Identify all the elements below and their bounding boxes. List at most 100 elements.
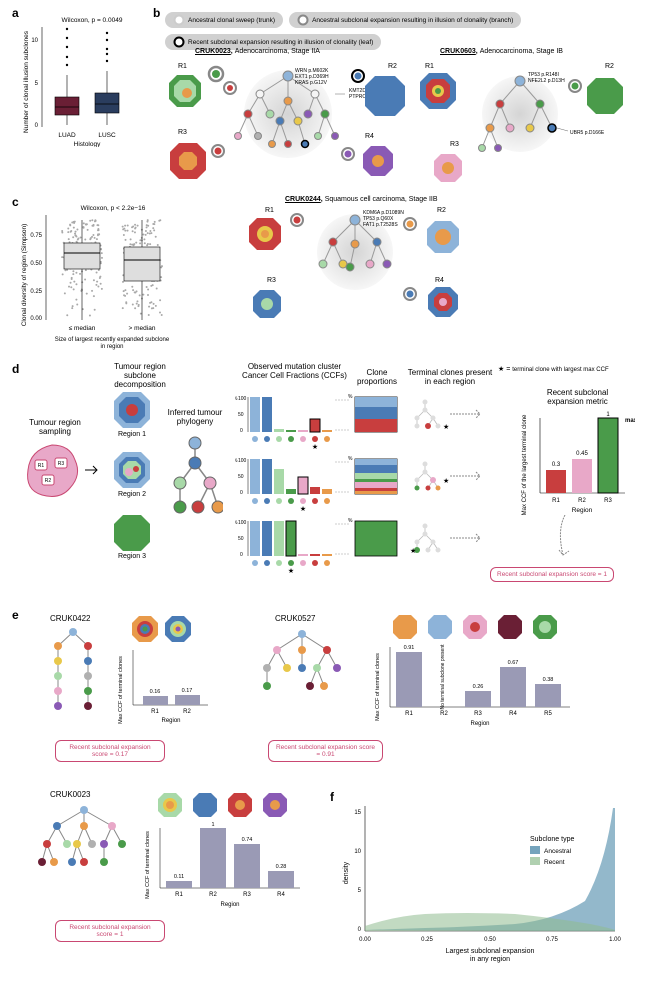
svg-text:15: 15 (354, 810, 361, 816)
svg-text:R2: R2 (209, 892, 217, 898)
svg-text:Region: Region (161, 718, 180, 724)
case-0023-tree: WRN p.M602K EXT1 p.D369H KRAS p.G12V KMT… (160, 56, 410, 186)
svg-text:max: max (625, 418, 635, 424)
svg-text:R3: R3 (267, 277, 276, 284)
panel-a-label: a (12, 6, 19, 20)
svg-text:Wilcoxon, p = 0.0049: Wilcoxon, p = 0.0049 (62, 17, 123, 24)
svg-text:Region: Region (572, 507, 593, 514)
panel-b-legend: Ancestral clonal sweep (trunk) Ancestral… (165, 12, 630, 50)
svg-text:R3: R3 (604, 498, 612, 504)
header-ccf: Observed mutation cluster Cancer Cell Fr… (237, 362, 352, 380)
svg-text:0.67: 0.67 (508, 660, 519, 666)
svg-text:> median: > median (129, 325, 156, 332)
svg-text:50: 50 (238, 536, 244, 542)
svg-text:R1: R1 (151, 709, 159, 715)
svg-text:LUAD: LUAD (58, 132, 76, 139)
svg-text:KRAS p.G12V: KRAS p.G12V (295, 80, 328, 86)
svg-text:0.26: 0.26 (473, 684, 484, 690)
svg-text:100: 100 (238, 520, 247, 526)
ring-icon (297, 14, 309, 26)
header-props: Clone proportions (352, 368, 402, 386)
svg-text:Subclone type: Subclone type (530, 836, 574, 843)
regions-e0023 (155, 790, 305, 820)
svg-text:0: 0 (35, 123, 39, 129)
panel-a-boxplot: Number of clonal illusion subclones Wilc… (22, 12, 142, 147)
panel-c-boxplot: Clonal diversity of region (Simpson) Wil… (18, 200, 193, 350)
legend-leaf-text: Recent subclonal expansion resulting in … (188, 39, 373, 46)
svg-text:0.91: 0.91 (404, 645, 415, 651)
svg-text:FAT1 p.T2528S: FAT1 p.T2528S (363, 222, 398, 228)
svg-text:R2: R2 (388, 63, 397, 70)
svg-text:in any region: in any region (470, 956, 510, 963)
svg-text:R1: R1 (552, 498, 560, 504)
header-sampling: Tumour region sampling (25, 418, 85, 436)
score-e0023: Recent subclonal expansion score = 1 (55, 920, 165, 942)
svg-text:R2: R2 (45, 478, 52, 484)
svg-text:0.17: 0.17 (182, 688, 193, 694)
svg-text:density: density (343, 861, 350, 884)
bars-0527: Max CCF of terminal clones 0.91 No termi… (375, 642, 580, 728)
svg-text:★: ★ (410, 547, 416, 555)
svg-text:R5: R5 (544, 711, 552, 717)
panel-e-label: e (12, 608, 19, 622)
svg-text:R1: R1 (38, 463, 45, 469)
svg-text:R3: R3 (58, 461, 65, 467)
svg-text:NFE2L2 p.D13H: NFE2L2 p.D13H (528, 78, 565, 84)
svg-text:0.00: 0.00 (30, 316, 42, 322)
svg-text:0: 0 (358, 927, 362, 933)
svg-text:R3: R3 (178, 129, 187, 136)
svg-text:★: ★ (288, 567, 294, 575)
bars-e0023: Max CCF of terminal clones 0.11 1 0.74 0… (145, 820, 310, 910)
svg-text:R1: R1 (425, 63, 434, 70)
svg-text:0: 0 (240, 490, 243, 496)
svg-text:0.16: 0.16 (150, 689, 161, 695)
svg-text:%: % (348, 456, 353, 462)
case-0603-tree: TP53 p.R148I NFE2L2 p.D13H UBR5 p.D166E … (410, 56, 635, 186)
svg-text:100: 100 (238, 396, 247, 402)
svg-text:★: ★ (312, 443, 318, 451)
case-0422-id: CRUK0422 (50, 614, 90, 623)
svg-text:R4: R4 (509, 711, 517, 717)
svg-text:R1: R1 (405, 711, 413, 717)
legend-branch: Ancestral subclonal expansion resulting … (289, 12, 521, 28)
svg-text:0.50: 0.50 (484, 937, 496, 943)
svg-text:R2: R2 (440, 711, 448, 717)
case-0527-id: CRUK0527 (275, 614, 315, 623)
svg-text:R1: R1 (265, 207, 274, 214)
svg-text:Clonal diversity of region (Si: Clonal diversity of region (Simpson) (21, 224, 28, 327)
arrow-down-icon (555, 515, 575, 565)
svg-text:0: 0 (240, 552, 243, 558)
svg-text:R1: R1 (175, 892, 183, 898)
svg-text:Max CCF of the largest termina: Max CCF of the largest terminal clone (522, 414, 528, 515)
svg-text:LUSC: LUSC (98, 132, 116, 139)
svg-text:R3: R3 (243, 892, 251, 898)
svg-text:1: 1 (606, 412, 610, 418)
legend-branch-text: Ancestral subclonal expansion resulting … (312, 17, 513, 24)
score-0422: Recent subclonal expansion score = 0.17 (55, 740, 165, 762)
svg-text:Ancestral: Ancestral (544, 848, 572, 855)
score-0527: Recent subclonal expansion score = 0.91 (268, 740, 383, 762)
arrow-icon (85, 465, 101, 475)
svg-text:5: 5 (358, 888, 362, 894)
svg-text:R2: R2 (437, 207, 446, 214)
regions-0527 (390, 612, 580, 642)
ring-icon (173, 14, 185, 26)
figure-root: a Number of clonal illusion subclones Wi… (0, 0, 648, 1006)
svg-text:Region: Region (470, 721, 489, 727)
svg-text:0.11: 0.11 (174, 874, 184, 880)
svg-text:R4: R4 (435, 277, 444, 284)
svg-text:UBR5 p.D166E: UBR5 p.D166E (570, 130, 605, 136)
case-e0023-id: CRUK0023 (50, 790, 90, 799)
svg-text:R4: R4 (365, 133, 374, 140)
panel-f-label: f (330, 790, 334, 804)
svg-text:Largest subclonal expansion: Largest subclonal expansion (446, 948, 535, 955)
svg-text:Max CCF of terminal clones: Max CCF of terminal clones (375, 653, 381, 721)
svg-text:%: % (348, 518, 353, 524)
score-d: Recent subclonal expansion score = 1 (490, 567, 614, 582)
svg-text:★: ★ (443, 477, 449, 485)
region-polygons: Region 1 Region 2 Region 3 (105, 388, 160, 573)
svg-text:★: ★ (443, 423, 449, 431)
svg-text:Max CCF of terminal clones: Max CCF of terminal clones (118, 656, 124, 724)
svg-text:R2: R2 (578, 498, 586, 504)
header-terminal: Terminal clones present in each region (405, 368, 495, 386)
